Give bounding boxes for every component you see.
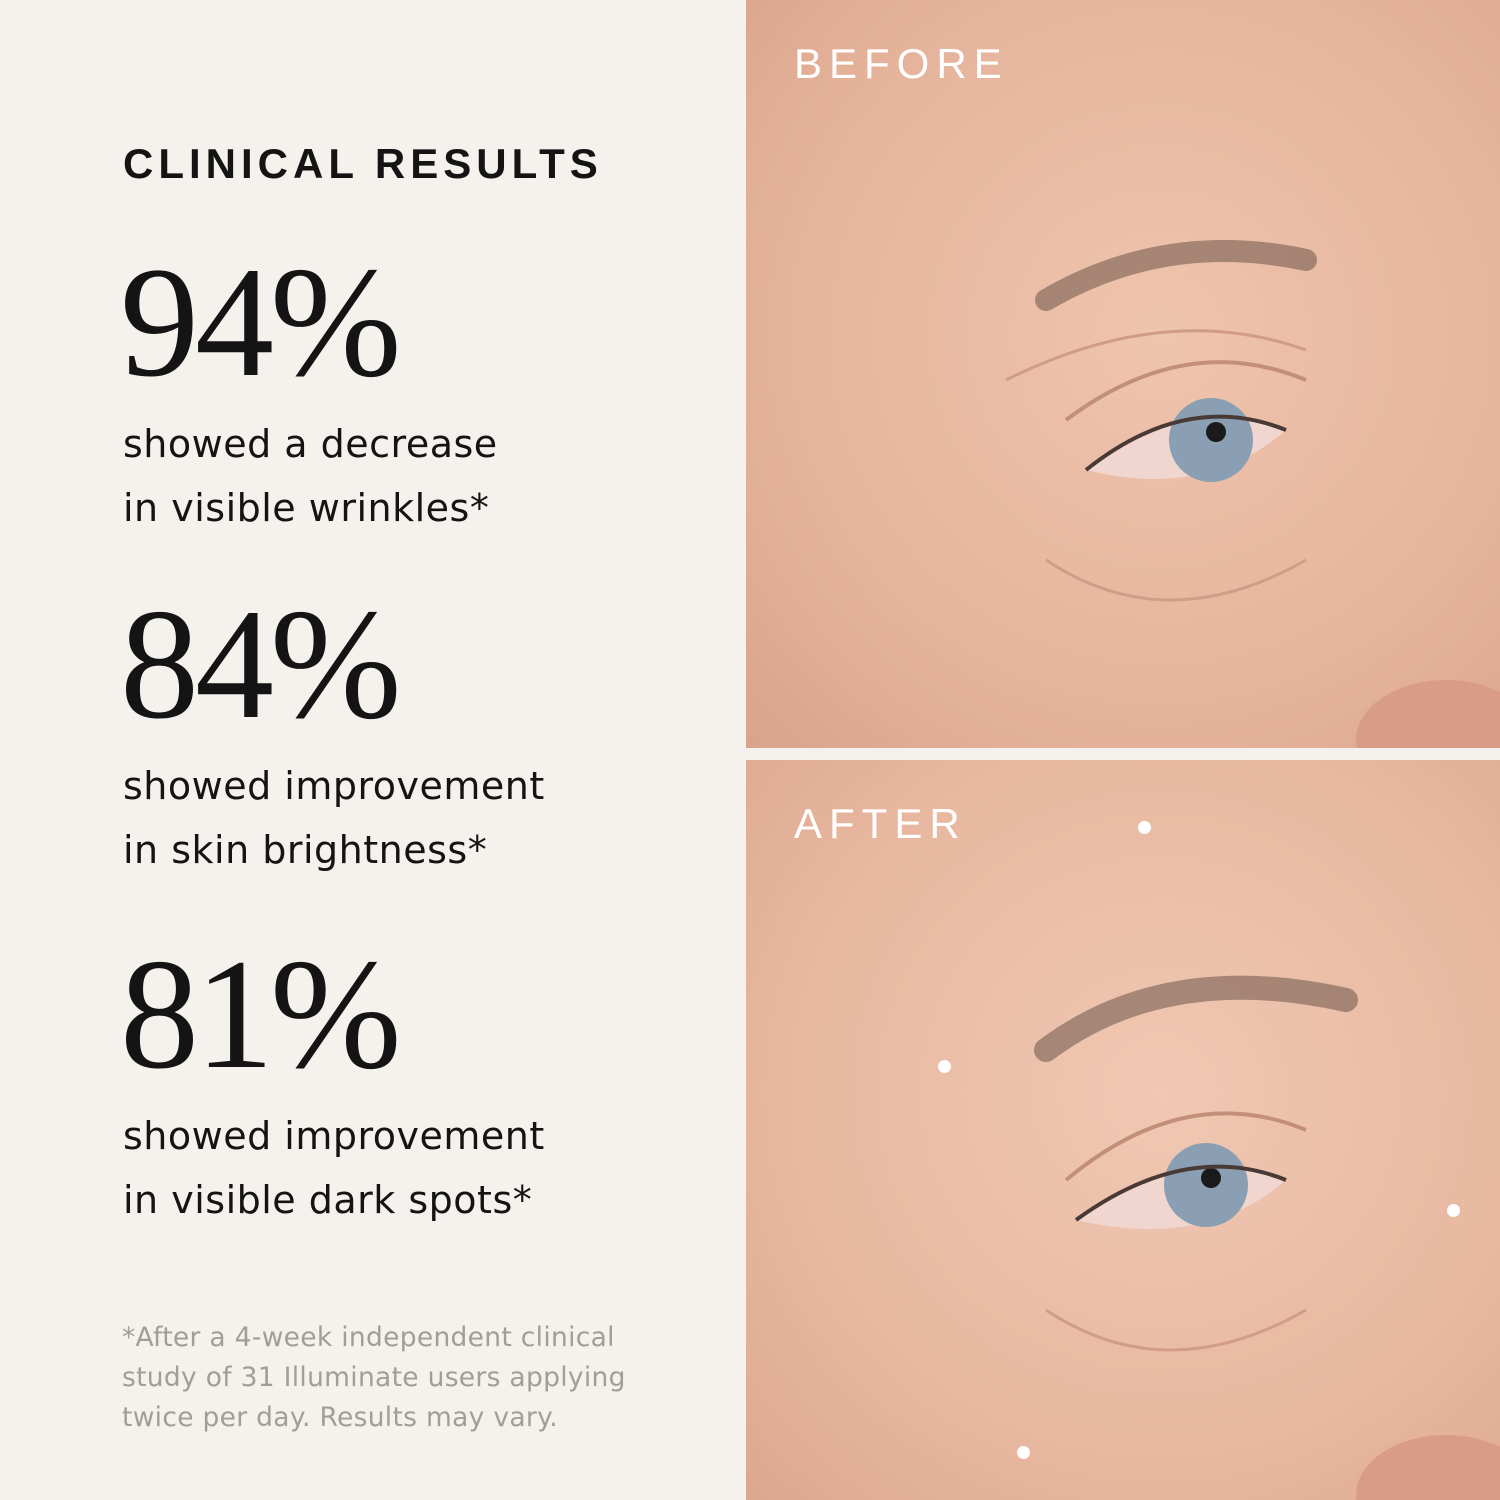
stat-description-line: showed a decrease	[123, 422, 498, 466]
after-label: AFTER	[794, 800, 967, 847]
stat-description-line: in visible wrinkles*	[123, 486, 490, 530]
stat-wrinkles: 94% showed a decrease in visible wrinkle…	[120, 235, 498, 540]
stat-description: showed improvement in visible dark spots…	[123, 1104, 545, 1232]
before-photo: BEFORE	[746, 0, 1500, 748]
stat-description: showed improvement in skin brightness*	[123, 754, 545, 882]
eye-image-before	[746, 0, 1500, 748]
stat-value: 81%	[120, 927, 402, 1102]
footnote-line: study of 31 Illuminate users applying	[122, 1362, 626, 1393]
stat-description-line: in visible dark spots*	[123, 1178, 533, 1222]
highlight-dot	[1447, 1204, 1460, 1217]
highlight-dot	[1017, 1446, 1030, 1459]
after-photo: AFTER	[746, 760, 1500, 1500]
stat-description-line: showed improvement	[123, 1114, 545, 1158]
footnote-line: twice per day. Results may vary.	[122, 1402, 558, 1433]
highlight-dot	[938, 1060, 951, 1073]
results-panel: CLINICAL RESULTS 94% showed a decrease i…	[0, 0, 746, 1500]
before-label: BEFORE	[794, 40, 1009, 87]
section-title: CLINICAL RESULTS	[123, 140, 603, 187]
highlight-dot	[1138, 821, 1151, 834]
stat-description: showed a decrease in visible wrinkles*	[123, 412, 498, 540]
stat-value: 84%	[120, 577, 402, 752]
eye-image-after	[746, 760, 1500, 1500]
footnote-line: *After a 4-week independent clinical	[122, 1322, 615, 1353]
stat-dark-spots: 81% showed improvement in visible dark s…	[120, 927, 545, 1232]
stat-description-line: showed improvement	[123, 764, 545, 808]
stat-value: 94%	[120, 235, 402, 410]
stat-description-line: in skin brightness*	[123, 828, 488, 872]
stat-brightness: 84% showed improvement in skin brightnes…	[120, 577, 545, 882]
footnote: *After a 4-week independent clinical stu…	[122, 1318, 626, 1438]
